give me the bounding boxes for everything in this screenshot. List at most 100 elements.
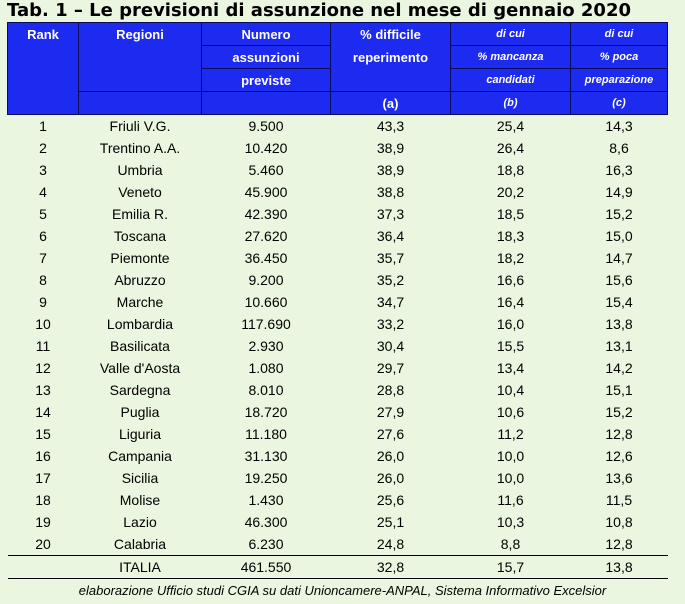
cell-hires: 11.180 [245,426,287,442]
header-regioni: Regioni [78,22,202,46]
cell-difficult-pct: 25,6 [376,492,405,508]
cell-rank: 8 [39,272,47,288]
cell-difficult-pct: 38,8 [376,184,405,200]
cell-rank: 2 [39,140,47,156]
cell-lack-candidates-pct: 26,4 [496,140,525,156]
cell-region: Piemonte [110,250,170,266]
header-rank-blank [7,45,79,69]
cell-rank: 16 [35,448,51,464]
cell-region: Puglia [120,404,160,420]
cell-poor-preparation-pct: 12,8 [605,426,633,442]
table-row: 14 Puglia 18.720 27,9 10,6 15,2 [8,401,668,423]
cell-poor-preparation-pct: 15,2 [605,206,633,222]
cell-hires: 18.720 [244,404,288,420]
total-cell-rank [7,555,79,579]
cell-lack-candidates-pct: 16,6 [496,272,525,288]
cell-difficult-pct: 27,6 [376,426,405,442]
cell-lack-candidates-pct: 11,2 [497,426,524,442]
cell-lack-candidates-pct: 13,4 [496,360,525,376]
cell-rank: 13 [35,382,51,398]
cell-difficult-pct: 26,0 [376,470,405,486]
cell-hires: 36.450 [244,250,288,266]
total-cell-lack-candidates-pct: 15,7 [450,555,571,579]
cell-rank: 11 [35,338,51,354]
cell-difficult-pct: 28,8 [376,382,405,398]
cell-hires: 6.230 [248,536,284,552]
header-difficile-note: (a) [330,91,451,115]
cell-hires: 8.010 [248,382,284,398]
table-row: 12 Valle d'Aosta 1.080 29,7 13,4 14,2 [8,357,668,379]
header-preparazione-note: (c) [570,91,668,115]
table-row: 7 Piemonte 36.450 35,7 18,2 14,7 [8,247,668,269]
header-difficile-line1: % difficile [330,22,451,46]
cell-poor-preparation-pct: 15,2 [605,404,633,420]
cell-lack-candidates-pct: 25,4 [496,118,525,134]
cell-region: Sicilia [121,470,159,486]
cell-difficult-pct: 34,7 [376,294,405,310]
cell-rank: 19 [35,514,51,530]
source-note: elaborazione Ufficio studi CGIA su dati … [78,583,607,598]
cell-poor-preparation-pct: 15,4 [605,294,633,310]
table-row: 16 Campania 31.130 26,0 10,0 12,6 [8,445,668,467]
total-cell-region: ITALIA [78,555,202,579]
table-row: 10 Lombardia 117.690 33,2 16,0 13,8 [8,313,668,335]
cell-poor-preparation-pct: 15,6 [605,272,633,288]
table-row: 20 Calabria 6.230 24,8 8,8 12,8 [8,533,668,556]
cell-hires: 5.460 [248,162,284,178]
header-rank-blank [7,91,79,115]
cell-poor-preparation-pct: 14,3 [605,118,633,134]
header-difficile-blank [330,68,451,92]
cell-difficult-pct: 29,7 [376,360,405,376]
cell-hires: 42.390 [244,206,288,222]
table-row: 4 Veneto 45.900 38,8 20,2 14,9 [8,181,668,203]
cell-region: Lazio [123,514,157,530]
table-row: 18 Molise 1.430 25,6 11,6 11,5 [8,489,668,511]
cell-hires: 46.300 [244,514,288,530]
total-cell-difficult-pct: 32,8 [330,555,451,579]
cell-lack-candidates-pct: 18,8 [496,162,525,178]
table-row: 6 Toscana 27.620 36,4 18,3 15,0 [8,225,668,247]
cell-rank: 12 [35,360,51,376]
cell-poor-preparation-pct: 13,6 [605,470,633,486]
cell-difficult-pct: 38,9 [376,162,405,178]
header-numero-blank [201,91,331,115]
cell-poor-preparation-pct: 13,8 [605,316,633,332]
cell-poor-preparation-pct: 8,6 [609,140,629,156]
cell-hires: 19.250 [244,470,288,486]
cell-poor-preparation-pct: 11,5 [605,492,633,508]
cell-rank: 20 [35,536,51,552]
table-row: 1 Friuli V.G. 9.500 43,3 25,4 14,3 [8,115,668,138]
cell-poor-preparation-pct: 14,2 [605,360,633,376]
table-row: 2 Trentino A.A. 10.420 38,9 26,4 8,6 [8,137,668,159]
cell-region: Friuli V.G. [109,118,171,134]
cell-rank: 9 [39,294,47,310]
cell-rank: 5 [39,206,47,222]
cell-region: Sardegna [109,382,171,398]
cell-poor-preparation-pct: 12,8 [605,536,633,552]
cell-poor-preparation-pct: 16,3 [605,162,633,178]
cell-poor-preparation-pct: 15,0 [605,228,633,244]
table-row: 13 Sardegna 8.010 28,8 10,4 15,1 [8,379,668,401]
cell-poor-preparation-pct: 10,8 [605,514,633,530]
cell-difficult-pct: 35,7 [376,250,405,266]
cell-poor-preparation-pct: 13,1 [605,338,633,354]
hiring-forecast-table: Rank Regioni Numero % difficile di cui d… [7,22,668,579]
header-rank-blank [7,68,79,92]
table-row: 17 Sicilia 19.250 26,0 10,0 13,6 [8,467,668,489]
cell-rank: 1 [39,118,47,134]
header-preparazione-line3: preparazione [570,68,668,92]
cell-rank: 14 [35,404,51,420]
table-row: 8 Abruzzo 9.200 35,2 16,6 15,6 [8,269,668,291]
cell-rank: 7 [39,250,47,266]
table-row: 3 Umbria 5.460 38,9 18,8 16,3 [8,159,668,181]
cell-region: Calabria [113,536,167,552]
header-preparazione-line1: di cui [570,22,668,46]
header-numero-line1: Numero [201,22,331,46]
cell-difficult-pct: 26,0 [376,448,405,464]
header-mancanza-line1: di cui [450,22,571,46]
table-title: Tab. 1 – Le previsioni di assunzione nel… [7,0,631,21]
header-regioni-blank [78,68,202,92]
cell-lack-candidates-pct: 20,2 [496,184,525,200]
cell-lack-candidates-pct: 16,0 [496,316,525,332]
cell-region: Toscana [113,228,167,244]
